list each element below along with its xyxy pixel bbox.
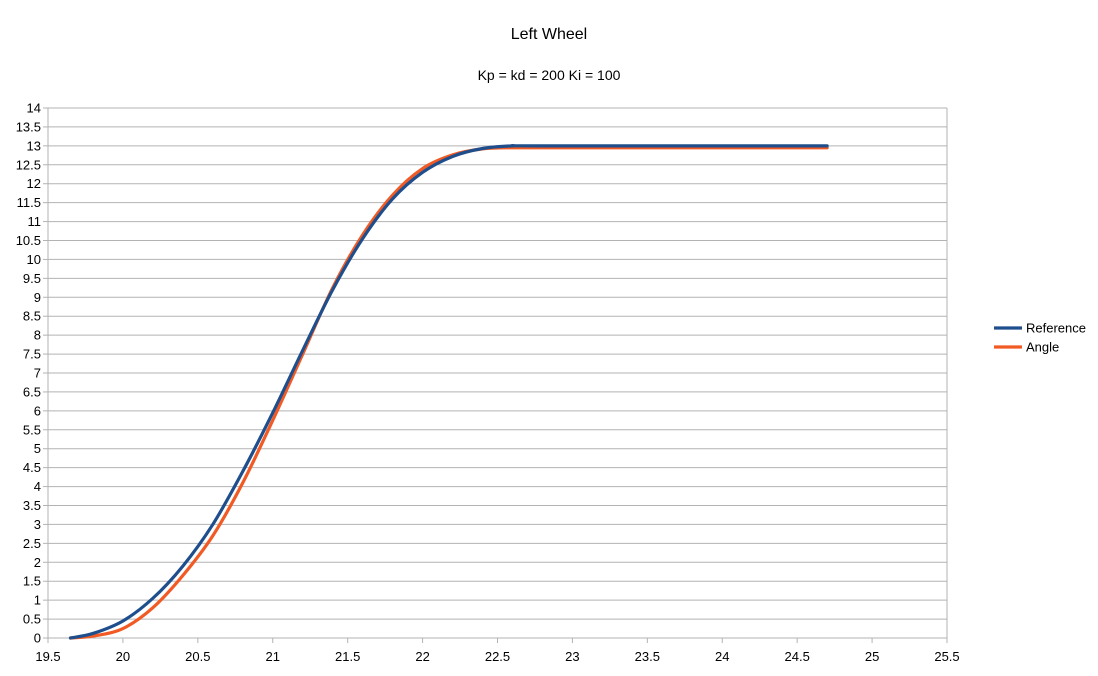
series-lines bbox=[68, 144, 829, 640]
y-tick-label: 4.5 bbox=[23, 460, 41, 475]
x-tick-label: 20 bbox=[116, 649, 130, 664]
y-tick-label: 2.5 bbox=[23, 536, 41, 551]
x-tick-label: 23.5 bbox=[635, 649, 660, 664]
y-tick-label: 9 bbox=[34, 290, 41, 305]
x-tick-label: 21 bbox=[266, 649, 280, 664]
series-line-reference bbox=[68, 144, 829, 640]
y-tick-label: 13 bbox=[27, 138, 41, 153]
x-tick-label: 21.5 bbox=[335, 649, 360, 664]
grid bbox=[43, 107, 948, 643]
chart-title: Left Wheel bbox=[511, 26, 587, 43]
y-tick-label: 11.5 bbox=[17, 195, 41, 210]
y-tick-label: 2 bbox=[34, 555, 41, 570]
x-tick-label: 24 bbox=[715, 649, 729, 664]
y-tick-label: 9.5 bbox=[23, 271, 41, 286]
x-tick-label: 22 bbox=[415, 649, 429, 664]
y-tick-label: 6.5 bbox=[23, 384, 41, 399]
y-tick-label: 7.5 bbox=[23, 347, 41, 362]
y-tick-label: 12.5 bbox=[16, 157, 41, 172]
x-tick-label: 24.5 bbox=[785, 649, 810, 664]
x-axis-ticks: 19.5 20 20.5 21 21.5 22 22.5 23 23.5 24 24.5 25 25.5 bbox=[35, 649, 959, 664]
x-tick-label: 20.5 bbox=[185, 649, 210, 664]
y-tick-label: 14 bbox=[27, 101, 41, 116]
chart-subtitle: Kp = kd = 200 Ki = 100 bbox=[478, 67, 621, 83]
x-tick-label: 22.5 bbox=[485, 649, 510, 664]
y-tick-label: 10.5 bbox=[16, 233, 41, 248]
legend-label-reference: Reference bbox=[1026, 321, 1086, 336]
x-tick-label: 23 bbox=[565, 649, 579, 664]
y-tick-label: 0 bbox=[34, 631, 41, 646]
y-tick-label: 3.5 bbox=[23, 498, 41, 513]
legend: Reference Angle bbox=[994, 321, 1086, 355]
x-tick-label: 19.5 bbox=[35, 649, 60, 664]
y-tick-label: 4 bbox=[34, 479, 41, 494]
y-tick-label: 13.5 bbox=[16, 119, 41, 134]
y-tick-label: 1.5 bbox=[23, 574, 41, 589]
y-tick-label: 5 bbox=[34, 441, 41, 456]
y-tick-label: 11 bbox=[28, 214, 42, 229]
y-tick-label: 6 bbox=[34, 403, 41, 418]
y-tick-label: 8.5 bbox=[23, 309, 41, 324]
y-tick-label: 1 bbox=[34, 593, 41, 608]
legend-label-angle: Angle bbox=[1026, 340, 1059, 355]
y-tick-label: 10 bbox=[27, 252, 41, 267]
y-tick-label: 5.5 bbox=[23, 422, 41, 437]
x-tick-label: 25.5 bbox=[934, 649, 959, 664]
y-axis-ticks: 00.511.522.533.544.555.566.577.588.599.5… bbox=[16, 101, 41, 646]
y-tick-label: 8 bbox=[34, 328, 41, 343]
x-tick-label: 25 bbox=[865, 649, 879, 664]
y-tick-label: 12 bbox=[27, 176, 41, 191]
y-tick-label: 3 bbox=[34, 517, 41, 532]
y-tick-label: 7 bbox=[34, 366, 41, 381]
y-tick-label: 0.5 bbox=[23, 612, 41, 627]
